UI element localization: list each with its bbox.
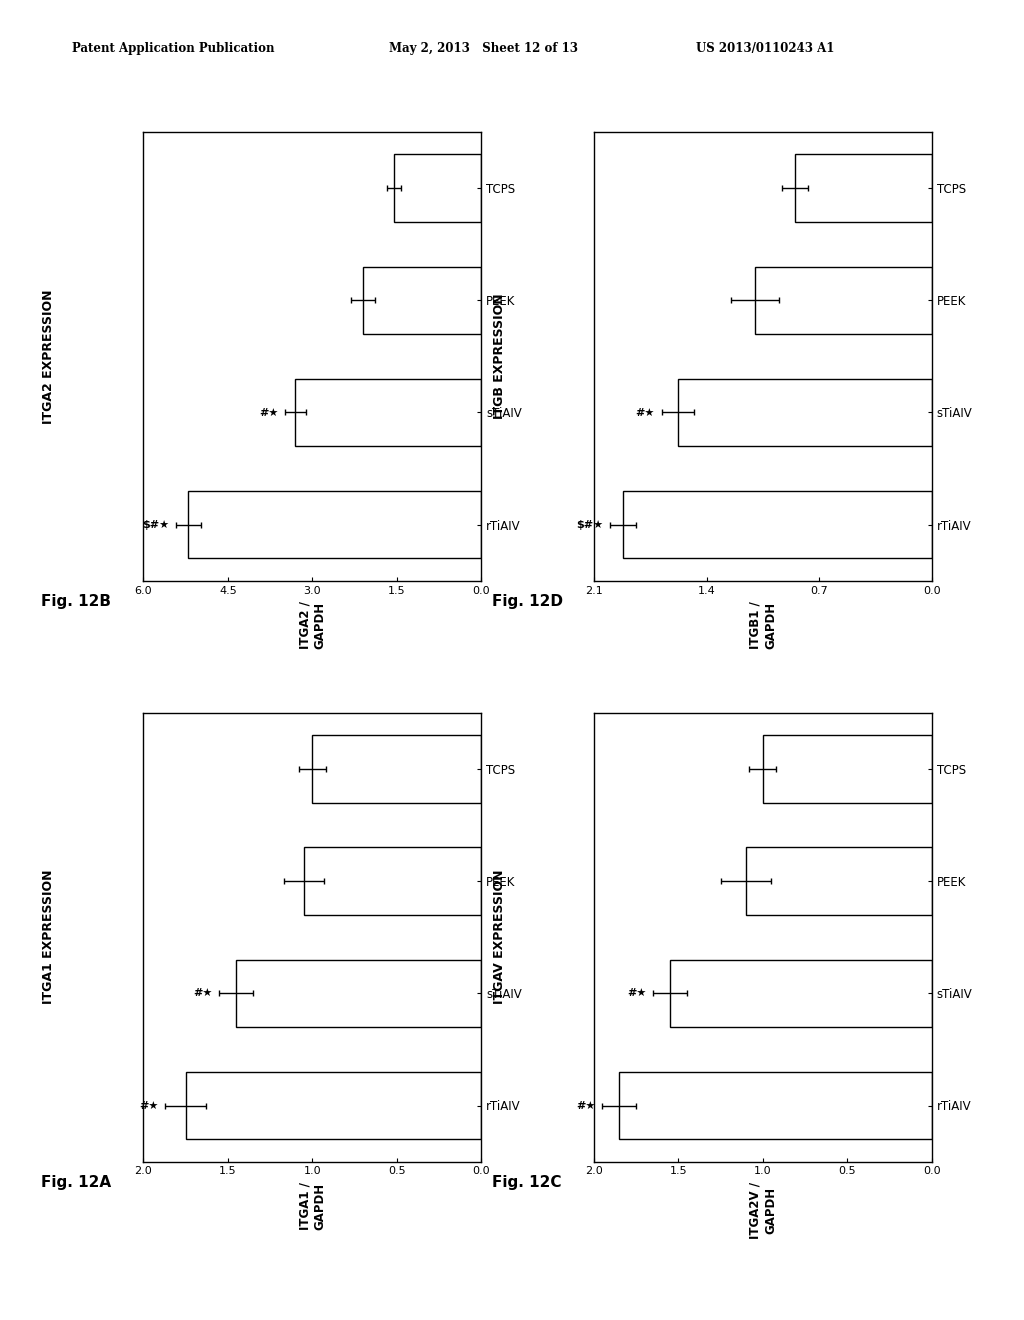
Text: Fig. 12D: Fig. 12D (492, 594, 562, 609)
Bar (745, 847, 932, 915)
Text: ITGA2 EXPRESSION: ITGA2 EXPRESSION (42, 289, 55, 424)
X-axis label: ITGB1 /
GAPDH: ITGB1 / GAPDH (749, 601, 777, 649)
Bar (185, 1072, 481, 1139)
X-axis label: ITGA1 /
GAPDH: ITGA1 / GAPDH (298, 1181, 327, 1230)
Bar (312, 735, 481, 803)
Text: US 2013/0110243 A1: US 2013/0110243 A1 (696, 42, 835, 55)
Bar (678, 379, 932, 446)
Text: ITGA1 EXPRESSION: ITGA1 EXPRESSION (42, 870, 55, 1005)
Bar (795, 154, 932, 222)
Text: #★: #★ (577, 1101, 596, 1110)
Text: Fig. 12A: Fig. 12A (41, 1175, 111, 1189)
Text: Patent Application Publication: Patent Application Publication (72, 42, 274, 55)
Text: #★: #★ (627, 989, 646, 998)
Text: #★: #★ (194, 989, 213, 998)
X-axis label: ITGA2V /
GAPDH: ITGA2V / GAPDH (749, 1181, 777, 1239)
X-axis label: ITGA2 /
GAPDH: ITGA2 / GAPDH (298, 601, 327, 649)
Bar (304, 847, 481, 915)
Text: ITGB EXPRESSION: ITGB EXPRESSION (493, 293, 506, 420)
Text: Fig. 12B: Fig. 12B (41, 594, 111, 609)
Bar (623, 491, 932, 558)
Text: #★: #★ (635, 408, 654, 417)
Text: May 2, 2013   Sheet 12 of 13: May 2, 2013 Sheet 12 of 13 (389, 42, 579, 55)
Text: #★: #★ (139, 1101, 159, 1110)
Text: #★: #★ (259, 408, 279, 417)
Text: $#★: $#★ (142, 520, 169, 529)
Bar (237, 960, 481, 1027)
Bar (670, 960, 932, 1027)
Bar (188, 491, 481, 558)
Bar (620, 1072, 932, 1139)
Text: $#★: $#★ (577, 520, 603, 529)
Bar (394, 154, 481, 222)
Text: ITGAV EXPRESSION: ITGAV EXPRESSION (493, 870, 506, 1005)
Bar (364, 267, 481, 334)
Text: Fig. 12C: Fig. 12C (492, 1175, 561, 1189)
Bar (755, 267, 932, 334)
Bar (296, 379, 481, 446)
Bar (763, 735, 932, 803)
